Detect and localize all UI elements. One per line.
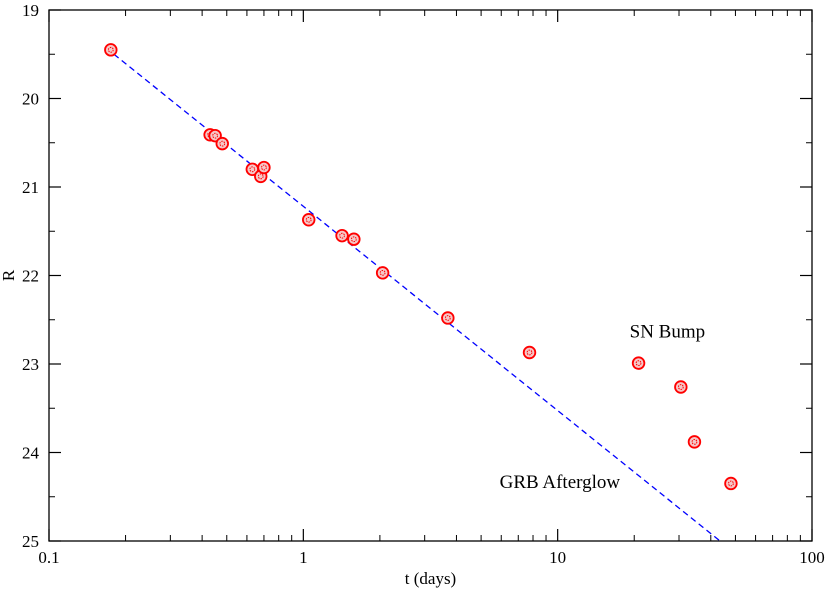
x-axis: 0.1 1 10 100 bbox=[38, 10, 825, 567]
data-point bbox=[257, 160, 271, 175]
data-point bbox=[724, 476, 738, 491]
data-point bbox=[687, 435, 702, 449]
data-point bbox=[215, 136, 229, 151]
x-tick-label: 1 bbox=[299, 548, 308, 567]
grb-afterglow-annotation: GRB Afterglow bbox=[500, 472, 621, 493]
data-point bbox=[522, 345, 537, 360]
y-tick-label: 23 bbox=[22, 355, 39, 374]
chart-marks bbox=[104, 43, 738, 542]
data-point bbox=[245, 162, 259, 177]
x-tick-label: 100 bbox=[799, 548, 825, 567]
data-point bbox=[335, 228, 349, 243]
data-point bbox=[441, 311, 455, 325]
data-point bbox=[347, 232, 361, 246]
y-tick-label: 20 bbox=[22, 90, 39, 109]
data-point bbox=[674, 380, 688, 394]
x-axis-label: t (days) bbox=[405, 569, 456, 588]
y-tick-label: 22 bbox=[22, 267, 39, 286]
x-tick-label: 0.1 bbox=[38, 548, 59, 567]
y-tick-label: 19 bbox=[22, 1, 39, 20]
data-point bbox=[631, 356, 646, 370]
y-axis-label: R bbox=[0, 269, 18, 281]
y-tick-label: 25 bbox=[22, 532, 39, 551]
data-point bbox=[302, 213, 316, 227]
grb-afterglow-fit-line bbox=[113, 53, 721, 542]
y-axis: 19 20 21 22 23 24 25 bbox=[22, 1, 812, 551]
y-tick-label: 21 bbox=[22, 178, 39, 197]
x-tick-label: 10 bbox=[549, 548, 566, 567]
data-point bbox=[375, 266, 390, 280]
plot-frame bbox=[48, 9, 813, 542]
data-point bbox=[104, 43, 118, 57]
y-tick-label: 24 bbox=[22, 444, 40, 463]
sn-bump-annotation: SN Bump bbox=[630, 321, 706, 342]
